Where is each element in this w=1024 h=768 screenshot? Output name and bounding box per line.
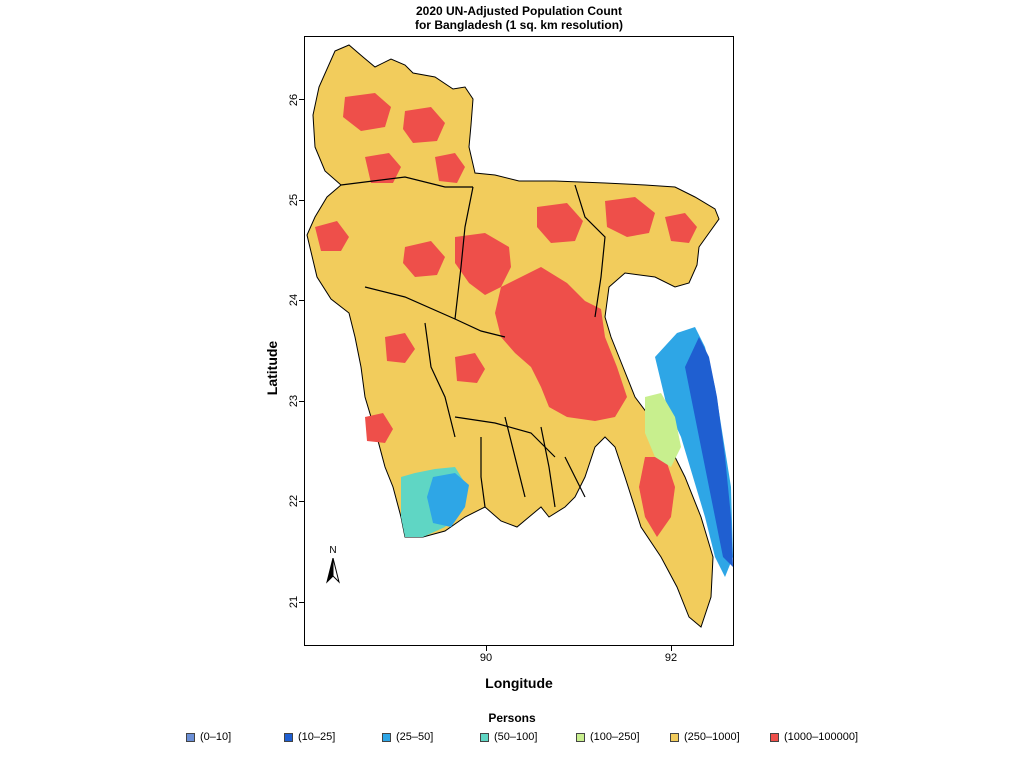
legend-label: (10–25]: [298, 731, 336, 743]
legend-label: (1000–100000]: [784, 731, 859, 743]
legend-item: (50–100]: [480, 730, 537, 744]
dense-population-areas: [315, 93, 697, 537]
title-line-1: 2020 UN-Adjusted Population Count: [415, 4, 622, 18]
y-tick-24: 24: [288, 293, 300, 307]
legend-item: (250–1000]: [670, 730, 740, 744]
legend-item: (25–50]: [382, 730, 433, 744]
y-tick-mark: [299, 300, 304, 301]
x-tick-mark: [671, 646, 672, 651]
legend: (0–10] (10–25] (25–50] (50–100] (100–250…: [186, 730, 886, 744]
y-tick-mark: [299, 401, 304, 402]
hill-tracts-very-low-density: [685, 337, 733, 567]
y-tick-mark: [299, 200, 304, 201]
map-panel: [304, 36, 734, 646]
y-tick-mark: [299, 501, 304, 502]
legend-label: (25–50]: [396, 731, 434, 743]
x-tick-mark: [486, 646, 487, 651]
legend-swatch: [480, 732, 489, 742]
population-map: [306, 44, 733, 628]
north-label: N: [329, 545, 337, 556]
coastal-light-green: [645, 393, 681, 467]
y-tick-22: 22: [288, 494, 300, 508]
y-tick-23: 23: [288, 394, 300, 408]
legend-swatch: [186, 732, 195, 742]
north-arrow: N: [322, 545, 344, 587]
legend-label: (0–10]: [200, 731, 232, 743]
legend-swatch: [284, 732, 293, 742]
y-tick-26: 26: [288, 93, 300, 107]
legend-label: (50–100]: [494, 731, 538, 743]
legend-swatch: [770, 732, 779, 742]
legend-item: (1000–100000]: [770, 730, 858, 744]
x-axis-label: Longitude: [485, 675, 553, 691]
legend-label: (250–1000]: [684, 731, 740, 743]
north-arrow-icon: [326, 557, 340, 584]
map-title: 2020 UN-Adjusted Population Count for Ba…: [304, 4, 734, 32]
y-tick-21: 21: [288, 595, 300, 609]
legend-item: (10–25]: [284, 730, 335, 744]
legend-item: (100–250]: [576, 730, 640, 744]
legend-swatch: [576, 732, 585, 742]
legend-swatch: [670, 732, 679, 742]
y-tick-mark: [299, 602, 304, 603]
y-tick-mark: [299, 99, 304, 100]
y-tick-25: 25: [288, 193, 300, 207]
legend-swatch: [382, 732, 391, 742]
x-tick-92: 92: [664, 652, 678, 664]
y-axis-label: Latitude: [264, 340, 280, 396]
legend-title: Persons: [488, 711, 536, 725]
division-boundaries: [340, 176, 606, 508]
x-tick-90: 90: [479, 652, 493, 664]
title-line-2: for Bangladesh (1 sq. km resolution): [414, 18, 624, 32]
legend-label: (100–250]: [590, 731, 640, 743]
legend-item: (0–10]: [186, 730, 231, 744]
sundarbans-very-low-density: [427, 473, 469, 527]
